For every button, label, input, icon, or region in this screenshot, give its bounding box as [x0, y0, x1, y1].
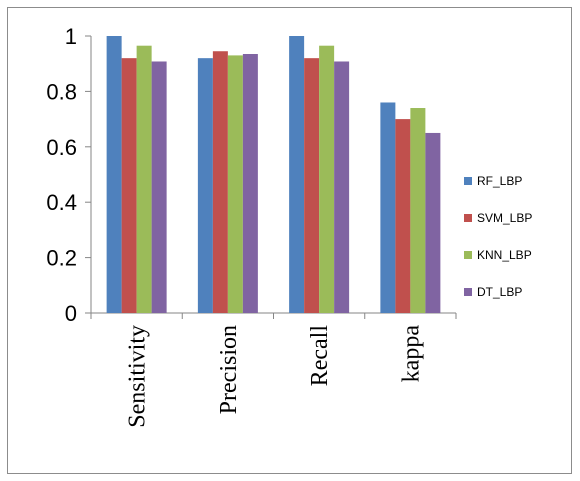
bar-knn-lbp-recall: [319, 45, 335, 313]
bar-svm-lbp-sensitivity: [121, 58, 137, 313]
chart-bars: [106, 36, 441, 314]
bar-knn-lbp-precision: [227, 55, 243, 313]
bar-knn-lbp-sensitivity: [136, 45, 152, 313]
bar-rf-lbp-sensitivity: [106, 36, 122, 313]
y-tick-label: 0.6: [46, 135, 77, 160]
y-tick-label: 0.8: [46, 79, 77, 104]
bar-svm-lbp-recall: [304, 58, 320, 313]
bar-dt-lbp-sensitivity: [151, 61, 167, 313]
bar-rf-lbp-precision: [197, 58, 213, 313]
bar-svm-lbp-kappa: [395, 119, 411, 313]
legend-swatch: [464, 288, 472, 296]
bar-dt-lbp-precision: [242, 54, 258, 313]
bar-svm-lbp-precision: [212, 51, 228, 314]
legend-label: RF_LBP: [477, 174, 522, 188]
bar-rf-lbp-kappa: [380, 102, 396, 313]
chart-legend: RF_LBP SVM_LBP KNN_LBP DT_LBP: [464, 174, 532, 299]
y-tick-label: 0.2: [46, 246, 77, 271]
bar-rf-lbp-recall: [289, 36, 305, 313]
chart-tick-labels: 0 0.2 0.4 0.6 0.8 1 Sensitivity Precision Recall…: [46, 24, 424, 428]
x-tick-label: Precision: [216, 325, 242, 414]
x-tick-label: Sensitivity: [125, 325, 151, 428]
y-tick-label: 0.4: [46, 190, 77, 215]
x-tick-label: Recall: [307, 325, 333, 387]
legend-swatch: [464, 177, 472, 185]
bar-dt-lbp-recall: [334, 61, 350, 313]
legend-label: DT_LBP: [477, 285, 522, 299]
legend-swatch: [464, 214, 472, 222]
bar-knn-lbp-kappa: [410, 108, 426, 314]
x-tick-label: kappa: [398, 325, 424, 383]
legend-label: SVM_LBP: [477, 211, 532, 225]
y-tick-label: 1: [65, 24, 77, 49]
bar-dt-lbp-kappa: [425, 132, 441, 313]
y-tick-label: 0: [65, 301, 77, 326]
legend-swatch: [464, 251, 472, 259]
legend-label: KNN_LBP: [477, 248, 532, 262]
